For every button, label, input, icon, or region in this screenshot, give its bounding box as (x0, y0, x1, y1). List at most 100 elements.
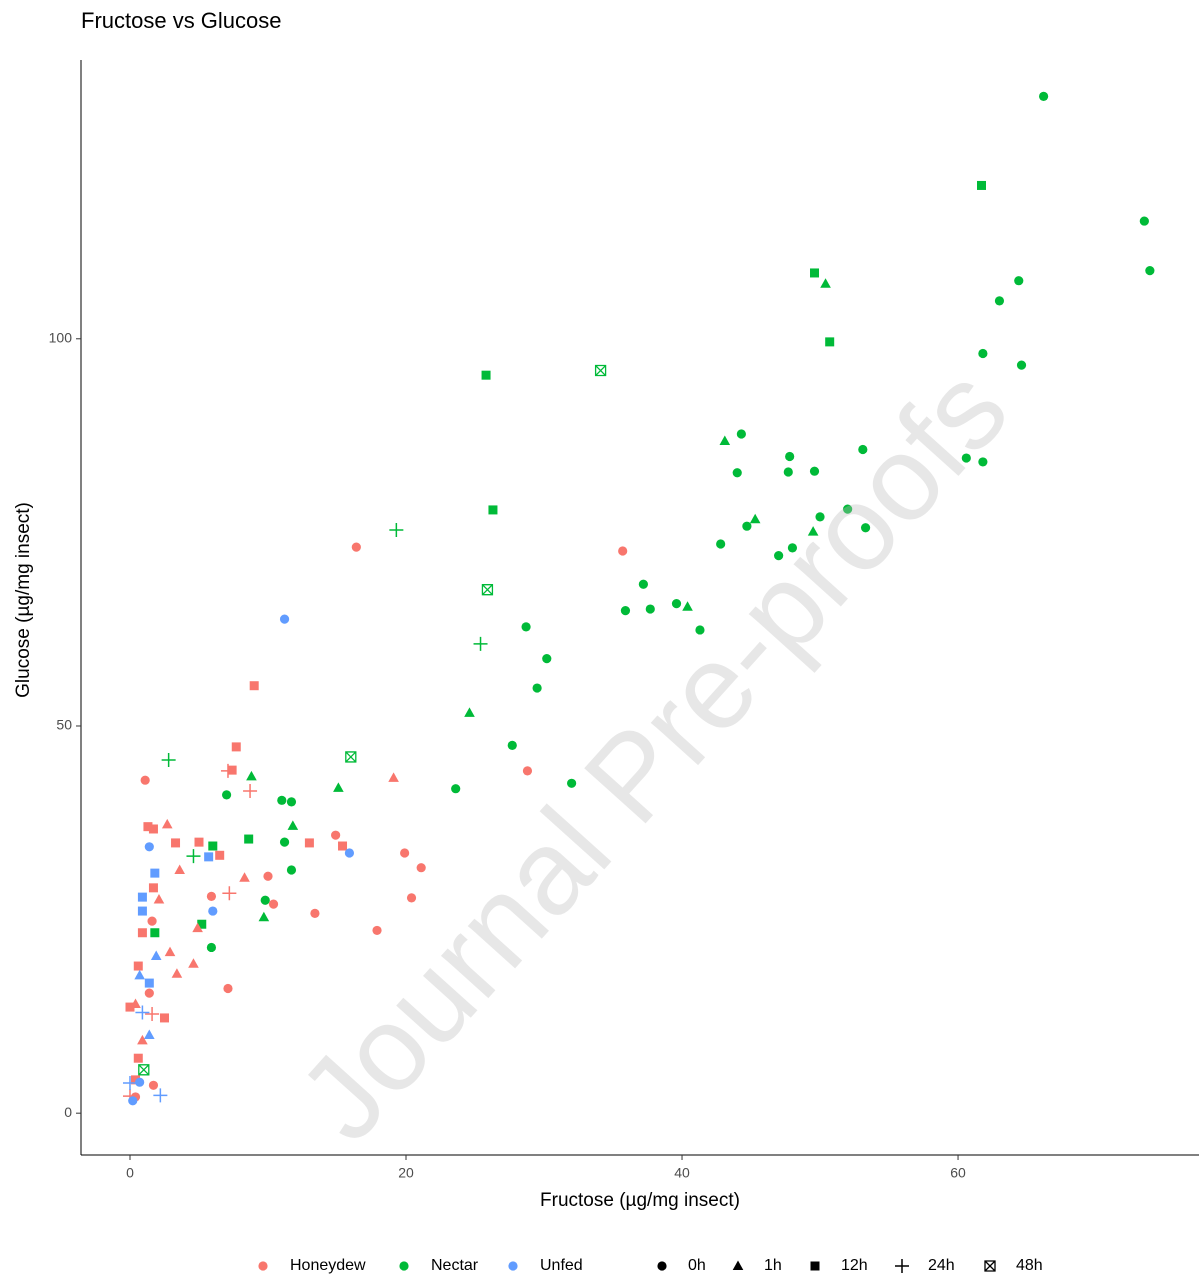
point (145, 1007, 160, 1022)
point (249, 681, 259, 691)
point (137, 1034, 148, 1045)
point (208, 906, 218, 916)
legend-label: 0h (688, 1257, 706, 1274)
y-tick-label: 50 (56, 717, 72, 733)
point (137, 928, 147, 938)
chart-title: Fructose vs Glucose (81, 8, 282, 33)
point (148, 1080, 159, 1090)
point (144, 1029, 155, 1039)
point (742, 521, 752, 531)
point (153, 893, 165, 904)
point (736, 429, 746, 439)
point (279, 837, 290, 847)
point (671, 599, 682, 609)
point (860, 523, 871, 533)
point (147, 916, 157, 926)
point (131, 1075, 141, 1085)
point (137, 892, 147, 902)
point (481, 584, 494, 596)
point (153, 1088, 168, 1103)
point (1145, 266, 1155, 276)
point (810, 268, 820, 278)
point (1014, 276, 1024, 286)
point (215, 850, 225, 860)
point (286, 797, 297, 807)
point (140, 775, 150, 785)
x-tick-label: 20 (398, 1165, 414, 1181)
point (243, 784, 258, 799)
point (843, 504, 853, 514)
point (521, 622, 531, 632)
y-tick-label: 100 (49, 329, 73, 345)
point (389, 523, 404, 538)
point (961, 453, 971, 463)
point (206, 942, 217, 953)
legend-key (657, 1261, 667, 1271)
point (186, 849, 201, 864)
point (286, 865, 297, 875)
point (333, 782, 344, 792)
point (978, 457, 988, 467)
legend-key (508, 1261, 518, 1271)
point (1039, 91, 1049, 101)
point (464, 707, 475, 717)
point (331, 830, 341, 840)
point (239, 872, 250, 882)
point (143, 822, 153, 832)
point (135, 1005, 150, 1020)
point (638, 579, 648, 589)
x-tick-label: 40 (674, 1165, 690, 1181)
point (144, 978, 154, 988)
point (221, 790, 232, 800)
point (338, 841, 348, 851)
point (304, 838, 314, 848)
point (148, 824, 158, 834)
point (451, 784, 461, 794)
watermark: Journal Pre-proofs (273, 342, 1033, 1165)
point (263, 871, 273, 881)
legend-label: Unfed (540, 1257, 583, 1274)
point (388, 772, 399, 782)
point (732, 468, 742, 478)
point (695, 625, 705, 635)
point (351, 542, 361, 552)
point (682, 601, 693, 611)
point (620, 605, 631, 616)
point (174, 864, 185, 875)
point (994, 296, 1005, 306)
point (978, 348, 988, 359)
point (787, 543, 798, 553)
legend-label: 12h (841, 1257, 868, 1274)
point (809, 466, 820, 476)
point (164, 946, 176, 957)
point (133, 1053, 143, 1063)
point (1016, 360, 1027, 370)
point (194, 837, 204, 847)
point (150, 868, 160, 878)
legend-key (984, 1260, 996, 1272)
point (279, 614, 290, 624)
y-tick-label: 0 (64, 1104, 72, 1120)
point (220, 763, 235, 778)
point (197, 919, 207, 929)
point (150, 950, 162, 960)
point (532, 683, 542, 693)
point (227, 765, 237, 775)
point (976, 180, 986, 190)
point (138, 1064, 150, 1076)
legend-key (399, 1261, 409, 1271)
point (1139, 216, 1149, 226)
legend-key (732, 1260, 744, 1270)
point (133, 961, 143, 971)
point (473, 636, 488, 651)
point (171, 838, 181, 848)
point (144, 842, 154, 852)
point (222, 886, 237, 901)
legend-key (810, 1261, 820, 1271)
point (820, 278, 831, 288)
point (244, 834, 254, 844)
x-axis-label: Fructose (µg/mg insect) (540, 1190, 740, 1211)
point (206, 891, 217, 901)
point (310, 908, 320, 918)
